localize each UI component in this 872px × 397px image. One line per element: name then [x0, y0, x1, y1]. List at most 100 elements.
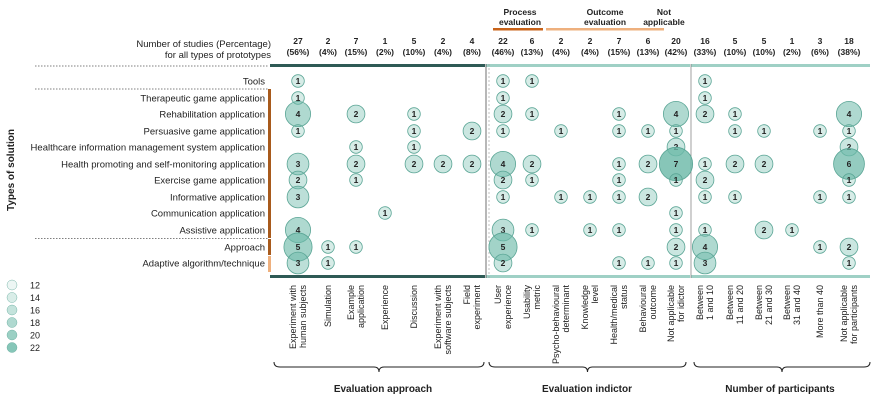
- row-label-7: Informative application: [170, 193, 265, 204]
- group-bar-outcome: [546, 28, 664, 31]
- column-count-4: 5: [412, 36, 417, 46]
- section-label-participants: Number of participants: [725, 384, 835, 395]
- column-pct-4: (10%): [403, 47, 426, 57]
- bubble-r11-c1: [321, 256, 335, 270]
- bubble-r7-c12: [638, 187, 658, 207]
- bubble-label-r7-c11: 1: [617, 192, 622, 202]
- row-labels: Tools Therapeutic game application Rehabil…: [31, 77, 266, 270]
- bubble-r6-c14: [695, 170, 715, 190]
- bubble-r7-c15: [728, 190, 742, 204]
- bubble-r5-c15: [725, 154, 745, 174]
- size-legend: 12 14 16 18 20 22: [6, 279, 40, 353]
- bubble-label-r10-c1: 1: [326, 242, 331, 252]
- bubble-label-r3-c13: 1: [674, 126, 679, 136]
- column-pct-14: (33%): [694, 47, 717, 57]
- column-pct-17: (2%): [783, 47, 801, 57]
- bubble-label-r5-c13: 7: [674, 159, 679, 169]
- bubble-r5-c6: [462, 154, 482, 174]
- column-label-4-0: Discussion: [409, 285, 419, 329]
- bubble-r6-c19: [842, 173, 856, 187]
- row-label-10: Approach: [224, 243, 265, 254]
- bubble-r5-c13: [658, 146, 694, 182]
- column-label-16-1: 21 and 30: [764, 285, 774, 325]
- column-label-17-0: Between: [782, 285, 792, 320]
- y-axis-label: Types of solution: [6, 129, 17, 211]
- column-label-0-1: human subjects: [298, 285, 308, 349]
- bubble-label-r10-c2: 1: [354, 242, 359, 252]
- bubble-label-r7-c14: 1: [703, 192, 708, 202]
- bubble-r2-c15: [728, 107, 742, 121]
- rowbar-applications: [268, 89, 271, 238]
- column-label-13-0: Not applicable: [666, 285, 676, 342]
- column-pct-19: (38%): [838, 47, 861, 57]
- column-count-5: 2: [441, 36, 446, 46]
- legend-label-4: 20: [30, 331, 40, 341]
- bubble-label-r8-c3: 1: [383, 208, 388, 218]
- group-bar-process: [493, 28, 543, 31]
- bubble-label-r3-c16: 1: [762, 126, 767, 136]
- bubble-r7-c18: [813, 190, 827, 204]
- column-label-17-1: 31 and 40: [792, 285, 802, 325]
- bubble-label-r6-c7: 2: [501, 175, 506, 185]
- bubble-r9-c8: [525, 223, 539, 237]
- column-count-12: 6: [646, 36, 651, 46]
- bubble-r5-c12: [638, 154, 658, 174]
- bubble-r11-c13: [669, 256, 683, 270]
- bubble-label-r11-c0: 3: [296, 258, 301, 268]
- bubble-label-r8-c13: 1: [674, 208, 679, 218]
- column-pct-0: (56%): [287, 47, 310, 57]
- bubble-label-r7-c7: 1: [501, 192, 506, 202]
- column-pct-13: (42%): [665, 47, 688, 57]
- bubble-label-r10-c19: 2: [847, 242, 852, 252]
- bubble-label-r2-c0: 4: [296, 109, 301, 119]
- bubble-label-r3-c18: 1: [818, 126, 823, 136]
- bubble-label-r7-c12: 2: [646, 192, 651, 202]
- bubble-r9-c10: [583, 223, 597, 237]
- brace-indicator: [488, 361, 687, 373]
- bubble-label-r2-c2: 2: [354, 109, 359, 119]
- column-count-13: 20: [671, 36, 681, 46]
- column-pct-6: (8%): [463, 47, 481, 57]
- bubble-r2-c2: [346, 104, 366, 124]
- bubble-label-r9-c10: 1: [588, 225, 593, 235]
- bubble-r2-c0: [284, 101, 311, 128]
- bubble-label-r11-c11: 1: [617, 258, 622, 268]
- bubble-r7-c11: [612, 190, 626, 204]
- band-participants: [691, 64, 870, 67]
- bubble-label-r2-c15: 1: [733, 109, 738, 119]
- legend-swatch-2: [6, 304, 18, 316]
- column-pct-5: (4%): [434, 47, 452, 57]
- bubble-label-r2-c14: 2: [703, 109, 708, 119]
- bubble-label-r9-c0: 4: [296, 225, 301, 235]
- legend-label-0: 12: [30, 281, 40, 291]
- bubble-r2-c13: [663, 101, 690, 128]
- legend-swatch-3: [6, 317, 18, 328]
- group-label-na-1: Not: [657, 7, 671, 17]
- bubble-label-r9-c11: 1: [617, 225, 622, 235]
- bubble-label-r3-c19: 1: [847, 126, 852, 136]
- bubble-label-r5-c15: 2: [733, 159, 738, 169]
- bubble-r11-c14: [693, 251, 717, 275]
- bubble-label-r2-c11: 1: [617, 109, 622, 119]
- bubble-r10-c19: [839, 237, 859, 257]
- bubble-r7-c19: [842, 190, 856, 204]
- bubble-r5-c19: [833, 148, 865, 180]
- column-label-1-0: Simulation: [323, 285, 333, 327]
- bubble-r2-c14: [695, 104, 715, 124]
- bubble-label-r5-c12: 2: [646, 159, 651, 169]
- legend-label-1: 14: [30, 293, 40, 303]
- bubble-r4-c2: [349, 140, 363, 154]
- bubble-r10-c13: [666, 237, 686, 257]
- bubble-label-r3-c7: 1: [501, 126, 506, 136]
- column-label-5-1: software subjects: [443, 285, 453, 355]
- bubble-r3-c0: [291, 124, 305, 138]
- bubble-label-r9-c7: 3: [501, 225, 506, 235]
- legend-swatch-5: [6, 342, 18, 353]
- column-pct-1: (4%): [319, 47, 337, 57]
- bubble-label-r10-c13: 2: [674, 242, 679, 252]
- bubble-label-r3-c4: 1: [412, 126, 417, 136]
- bubble-label-r3-c6: 2: [470, 126, 475, 136]
- row-label-0: Tools: [243, 77, 265, 88]
- bubble-r8-c3: [378, 206, 392, 220]
